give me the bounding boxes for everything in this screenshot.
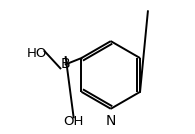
Text: HO: HO <box>26 47 47 60</box>
Text: B: B <box>61 57 70 71</box>
Text: N: N <box>105 114 116 128</box>
Text: OH: OH <box>63 115 84 128</box>
